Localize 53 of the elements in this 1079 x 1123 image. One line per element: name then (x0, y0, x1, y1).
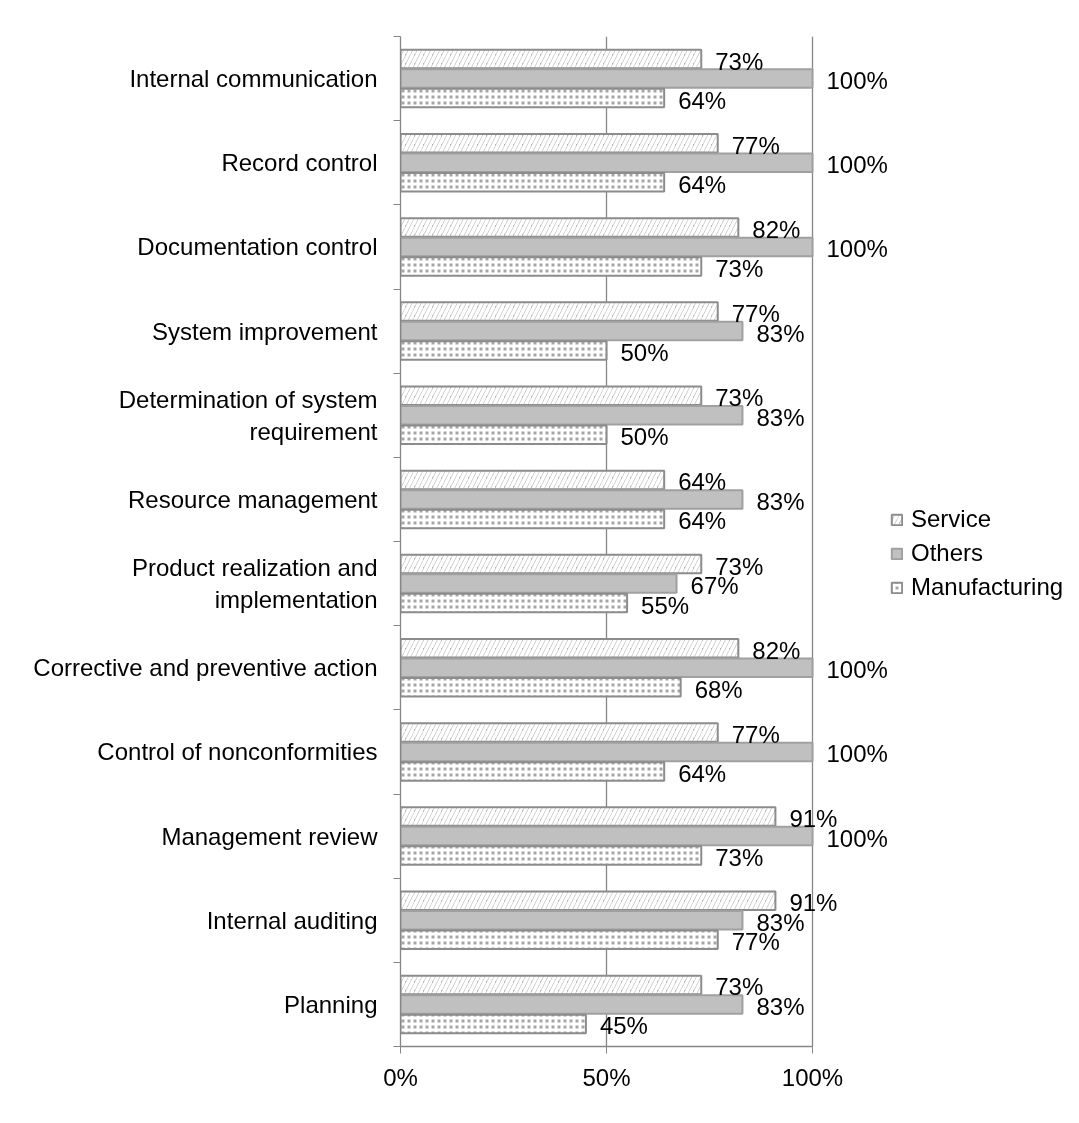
data-label: 50% (620, 423, 669, 451)
data-label: 100% (826, 235, 888, 263)
bar (400, 320, 744, 342)
x-tick-label: 100% (781, 1063, 844, 1091)
data-label: 100% (826, 67, 888, 95)
bar (400, 152, 814, 174)
bar (400, 489, 744, 510)
legend-label: Service (911, 505, 992, 533)
data-label: 55% (641, 591, 690, 619)
x-tick-label: 50% (582, 1063, 631, 1091)
data-label: 77% (731, 131, 780, 159)
data-label: 73% (715, 47, 764, 75)
data-label: 100% (826, 656, 888, 684)
bar (400, 68, 814, 89)
data-label: 64% (678, 468, 727, 496)
data-label: 64% (678, 759, 727, 787)
data-label: 82% (752, 636, 801, 664)
bar (400, 236, 814, 258)
bar (400, 573, 678, 594)
bar (400, 657, 814, 679)
x-tick-label: 0% (383, 1063, 418, 1091)
bar (400, 909, 744, 931)
data-label: 50% (620, 339, 669, 367)
data-label: 82% (752, 215, 801, 243)
bar (400, 741, 814, 763)
data-label: 64% (678, 507, 727, 535)
y-tick-label: Record control (221, 149, 378, 177)
bar (400, 825, 814, 847)
y-tick-label: Control of nonconformities (97, 738, 378, 766)
y-tick-label: Management review (161, 822, 379, 850)
y-tick-label: Documentation control (137, 233, 378, 261)
y-tick-label: Planning (284, 990, 378, 1018)
data-label: 64% (678, 170, 727, 198)
bar (400, 404, 744, 426)
y-tick-label: Internal communication (129, 65, 378, 93)
data-label: 100% (826, 151, 888, 179)
y-tick-label: Corrective and preventive action (33, 654, 378, 682)
y-tick-label: Resource management (128, 485, 378, 513)
y-tick-label: Internal auditing (206, 906, 378, 934)
data-label: 77% (731, 720, 780, 748)
data-label: 73% (715, 254, 764, 282)
data-label: 45% (599, 1012, 648, 1040)
y-tick-label: System improvement (152, 317, 378, 345)
data-label: 64% (678, 86, 727, 114)
data-label: 83% (756, 487, 805, 515)
y-tick-label: Determination of system requirement (118, 385, 378, 445)
data-label: 68% (694, 675, 743, 703)
data-label: 73% (715, 844, 764, 872)
bar (400, 994, 744, 1015)
data-label: 100% (826, 740, 888, 768)
legend-label: Others (911, 539, 984, 567)
legend-label: Manufacturing (911, 573, 1063, 601)
y-tick-label: Product realization and implementation (132, 553, 378, 614)
